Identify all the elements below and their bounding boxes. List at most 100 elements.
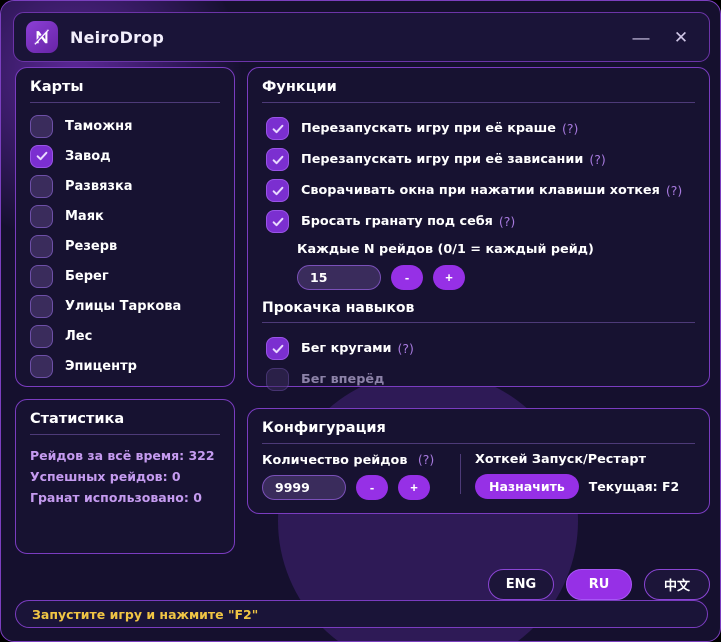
map-item-label: Улицы Таркова (65, 298, 182, 314)
checkbox-icon[interactable] (266, 148, 289, 171)
checkbox-icon[interactable] (30, 354, 53, 378)
skills-section-divider (262, 322, 695, 323)
statistics-panel-divider (30, 434, 220, 435)
checkbox-icon[interactable] (30, 144, 53, 168)
checkbox-icon[interactable] (30, 324, 53, 348)
status-message: Запустите игру и нажмите "F2" (32, 606, 259, 622)
skill-label: Бег кругами (301, 341, 392, 356)
map-item-label: Завод (65, 148, 111, 164)
map-item-label: Развязка (65, 178, 133, 194)
map-item-bereg[interactable]: Берег (16, 261, 234, 291)
map-item-les[interactable]: Лес (16, 321, 234, 351)
help-hint-icon[interactable]: (?) (589, 152, 606, 167)
help-hint-icon[interactable]: (?) (561, 121, 579, 136)
language-button-ru[interactable]: RU (566, 569, 632, 600)
checkbox-icon[interactable] (266, 368, 289, 391)
language-button-eng[interactable]: ENG (488, 569, 554, 600)
map-item-label: Таможня (65, 118, 133, 134)
function-label: Бросать гранату под себя (301, 214, 493, 229)
function-label: Сворачивать окна при нажатии клавиши хот… (301, 183, 660, 198)
raid-count-stepper: - + (262, 475, 460, 500)
configuration-panel-title: Конфигурация (262, 420, 386, 436)
function-restart-on-freeze[interactable]: Перезапускать игру при её зависании (?) (248, 144, 709, 175)
grenade-interval-stepper: - + (297, 265, 709, 290)
skill-run-in-circles[interactable]: Бег кругами (?) (248, 333, 709, 364)
function-minimize-windows-on-hotkey[interactable]: Сворачивать окна при нажатии клавиши хот… (248, 175, 709, 206)
help-hint-icon[interactable]: (?) (498, 214, 516, 229)
function-restart-on-crash[interactable]: Перезапускать игру при её краше (?) (248, 113, 709, 144)
title-bar: NeiroDrop — ✕ (13, 12, 710, 62)
language-button-zh[interactable]: 中文 (644, 569, 710, 600)
hotkey-group: Хоткей Запуск/Рестарт Назначить Текущая:… (475, 452, 695, 499)
skill-run-forward[interactable]: Бег вперёд (248, 364, 709, 395)
map-item-razvyazka[interactable]: Развязка (16, 171, 234, 201)
checkbox-icon[interactable] (30, 114, 53, 138)
checkbox-icon[interactable] (30, 264, 53, 288)
configuration-body: Количество рейдов (?) - + Хоткей Запуск/… (248, 450, 709, 500)
grenade-interval-group: Каждые N рейдов (0/1 = каждый рейд) - + (248, 237, 709, 294)
hotkey-label: Хоткей Запуск/Рестарт (475, 452, 646, 467)
checkbox-icon[interactable] (266, 210, 289, 233)
app-title: NeiroDrop (70, 27, 165, 47)
map-item-ulitsy-tarkova[interactable]: Улицы Таркова (16, 291, 234, 321)
statistics-list: Рейдов за всё время: 322 Успешных рейдов… (16, 441, 234, 508)
close-button[interactable]: ✕ (661, 20, 701, 54)
grenade-interval-decrement-button[interactable]: - (391, 265, 423, 290)
checkbox-icon[interactable] (30, 204, 53, 228)
checkbox-icon[interactable] (266, 117, 289, 140)
functions-panel: Функции Перезапускать игру при её краше … (247, 67, 710, 391)
configuration-panel: Конфигурация Количество рейдов (?) - + Х… (247, 408, 710, 514)
maps-panel-title: Карты (30, 79, 84, 95)
maps-panel: Карты Таможня Завод Развязка (15, 67, 235, 387)
checkbox-icon[interactable] (30, 234, 53, 258)
function-drop-grenade-under-self[interactable]: Бросать гранату под себя (?) (248, 206, 709, 237)
map-item-epitsentr[interactable]: Эпицентр (16, 351, 234, 381)
map-item-zavod[interactable]: Завод (16, 141, 234, 171)
checkbox-icon[interactable] (266, 179, 289, 202)
status-bar: Запустите игру и нажмите "F2" (15, 600, 708, 628)
minimize-button[interactable]: — (621, 20, 661, 54)
stat-successful-raids: Успешных рейдов: 0 (30, 469, 181, 484)
raid-count-increment-button[interactable]: + (398, 475, 430, 500)
grenade-interval-input[interactable] (297, 265, 381, 290)
map-item-rezerv[interactable]: Резерв (16, 231, 234, 261)
functions-list: Перезапускать игру при её краше (?) Пере… (248, 109, 709, 294)
stat-grenades-used: Гранат использовано: 0 (30, 490, 202, 505)
current-hotkey-value: Текущая: F2 (588, 479, 680, 494)
statistics-panel-title: Статистика (30, 411, 125, 427)
help-hint-icon[interactable]: (?) (665, 183, 683, 198)
grenade-interval-increment-button[interactable]: + (433, 265, 465, 290)
maps-panel-divider (30, 102, 220, 103)
checkbox-icon[interactable] (30, 294, 53, 318)
map-item-label: Лес (65, 328, 93, 344)
map-item-label: Резерв (65, 238, 118, 254)
help-hint-icon[interactable]: (?) (397, 341, 414, 356)
raid-count-decrement-button[interactable]: - (356, 475, 388, 500)
map-item-mayak[interactable]: Маяк (16, 201, 234, 231)
raid-count-label-row: Количество рейдов (?) (262, 452, 460, 468)
checkbox-icon[interactable] (30, 174, 53, 198)
function-label: Перезапускать игру при её краше (301, 121, 556, 136)
skill-label: Бег вперёд (301, 372, 385, 387)
functions-panel-divider (262, 102, 695, 103)
assign-hotkey-button[interactable]: Назначить (475, 474, 579, 499)
map-item-label: Маяк (65, 208, 104, 224)
checkbox-icon[interactable] (266, 337, 289, 360)
maps-list: Таможня Завод Развязка Маяк (16, 109, 234, 381)
map-item-label: Эпицентр (65, 358, 137, 374)
stat-total-raids: Рейдов за всё время: 322 (30, 448, 215, 463)
help-hint-icon[interactable]: (?) (417, 452, 435, 467)
hotkey-controls: Назначить Текущая: F2 (475, 474, 695, 499)
skills-section-title: Прокачка навыков (262, 300, 415, 316)
neirodrop-logo-icon (26, 21, 58, 53)
map-item-label: Берег (65, 268, 109, 284)
grenade-interval-label: Каждые N рейдов (0/1 = каждый рейд) (297, 242, 594, 257)
configuration-panel-divider (262, 443, 695, 444)
statistics-panel: Статистика Рейдов за всё время: 322 Успе… (15, 399, 235, 554)
skills-list: Бег кругами (?) Бег вперёд (248, 329, 709, 395)
language-switcher: ENG RU 中文 (247, 569, 710, 600)
functions-panel-title: Функции (262, 79, 337, 95)
raid-count-input[interactable] (262, 475, 346, 500)
map-item-tamozhnya[interactable]: Таможня (16, 111, 234, 141)
